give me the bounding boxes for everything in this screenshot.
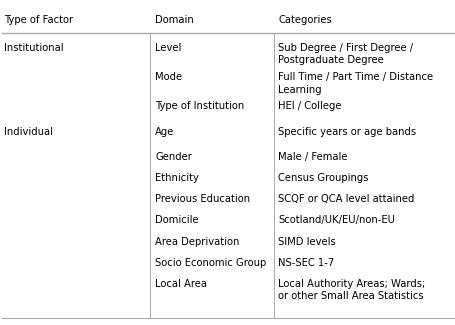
Text: Full Time / Part Time / Distance
Learning: Full Time / Part Time / Distance Learnin…: [278, 72, 432, 95]
Text: SIMD levels: SIMD levels: [278, 237, 335, 247]
Text: Institutional: Institutional: [4, 43, 63, 53]
Text: Socio Economic Group: Socio Economic Group: [155, 258, 266, 268]
Text: Previous Education: Previous Education: [155, 194, 250, 204]
Text: Age: Age: [155, 127, 174, 137]
Text: Sub Degree / First Degree /
Postgraduate Degree: Sub Degree / First Degree / Postgraduate…: [278, 43, 412, 65]
Text: Local Area: Local Area: [155, 279, 207, 289]
Text: Scotland/UK/EU/non-EU: Scotland/UK/EU/non-EU: [278, 215, 394, 226]
Text: Census Groupings: Census Groupings: [278, 173, 368, 183]
Text: Domicile: Domicile: [155, 215, 198, 226]
Text: Domain: Domain: [155, 15, 193, 25]
Text: Type of Institution: Type of Institution: [155, 101, 244, 111]
Text: SCQF or QCA level attained: SCQF or QCA level attained: [278, 194, 414, 204]
Text: Male / Female: Male / Female: [278, 152, 347, 162]
Text: Categories: Categories: [278, 15, 331, 25]
Text: Type of Factor: Type of Factor: [4, 15, 73, 25]
Text: Specific years or age bands: Specific years or age bands: [278, 127, 415, 137]
Text: Ethnicity: Ethnicity: [155, 173, 198, 183]
Text: Gender: Gender: [155, 152, 192, 162]
Text: Mode: Mode: [155, 72, 182, 82]
Text: NS-SEC 1-7: NS-SEC 1-7: [278, 258, 334, 268]
Text: Area Deprivation: Area Deprivation: [155, 237, 239, 247]
Text: Level: Level: [155, 43, 181, 53]
Text: Local Authority Areas; Wards;
or other Small Area Statistics: Local Authority Areas; Wards; or other S…: [278, 279, 425, 301]
Text: HEI / College: HEI / College: [278, 101, 341, 111]
Text: Individual: Individual: [4, 127, 52, 137]
